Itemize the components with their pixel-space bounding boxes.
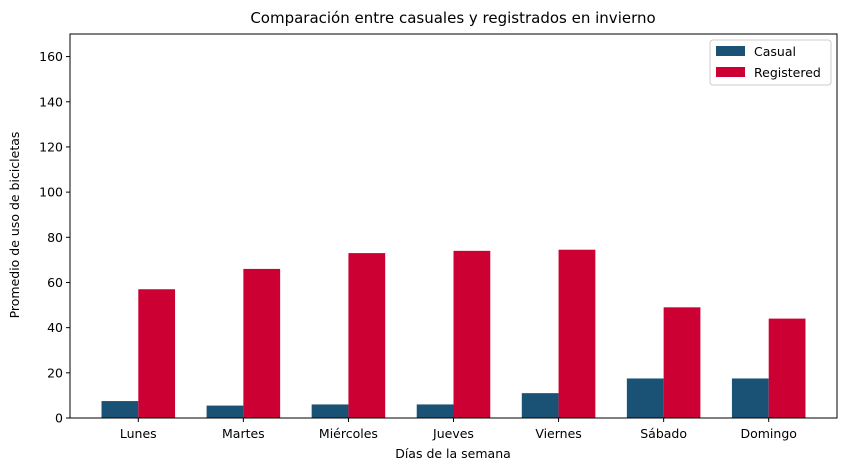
y-tick-label: 120 [39, 139, 63, 154]
plot-area: Lunes Martes Miércoles Jueves Viernes Sábado D… [39, 33, 838, 441]
y-tick-label: 140 [39, 94, 63, 109]
axes-frame [69, 33, 838, 419]
bar-casual-2 [206, 405, 244, 418]
y-tick-label: 40 [47, 320, 63, 335]
y-tick-label: 0 [55, 411, 63, 426]
y-axis-label: Promedio de uso de bicicletas [7, 132, 22, 319]
x-axis-label: Días de la semana [395, 446, 511, 461]
bar-registered-3 [348, 253, 386, 418]
bar-casual-5 [521, 393, 559, 418]
legend-swatch-registered [716, 67, 745, 77]
bar-registered-7 [768, 318, 806, 418]
y-tick-label: 160 [39, 49, 63, 64]
chart-title: Comparación entre casuales y registrados… [250, 9, 655, 27]
bar-casual-7 [731, 378, 769, 418]
x-tick-label: Miércoles [319, 426, 378, 441]
x-tick-label: Sábado [640, 426, 687, 441]
y-tick-label: 20 [47, 365, 63, 380]
bar-registered-1 [138, 289, 176, 418]
bar-casual-3 [311, 404, 349, 418]
x-tick-label: Domingo [740, 426, 796, 441]
x-tick-label: Lunes [120, 426, 157, 441]
bar-registered-2 [243, 268, 281, 418]
x-tick-label: Viernes [535, 426, 581, 441]
legend: Casual Registered [709, 39, 832, 86]
legend-label-registered: Registered [754, 65, 821, 80]
bar-casual-6 [626, 378, 664, 418]
x-tick-label: Jueves [432, 426, 474, 441]
y-tick-label: 80 [47, 230, 63, 245]
y-tick-label: 100 [39, 185, 63, 200]
x-tick-label: Martes [222, 426, 265, 441]
bar-registered-5 [558, 249, 596, 418]
bar-casual-4 [416, 404, 454, 418]
bar-registered-6 [663, 307, 701, 418]
bar-casual-1 [101, 401, 139, 418]
y-tick-label: 60 [47, 275, 63, 290]
bar-registered-4 [453, 250, 491, 418]
legend-label-casual: Casual [754, 44, 796, 59]
legend-swatch-casual [716, 46, 745, 56]
